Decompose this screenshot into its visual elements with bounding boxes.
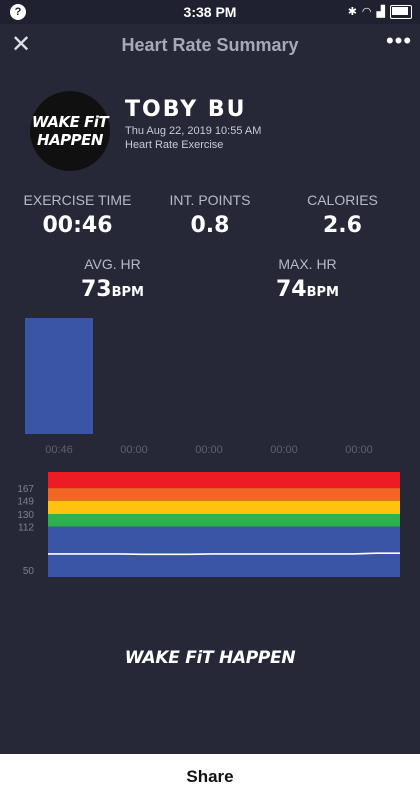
zone-band-1	[48, 488, 400, 501]
exercise-time-stat: EXERCISE TIME 00:46	[15, 192, 140, 238]
avatar: WAKE FiT HAPPEN	[30, 91, 110, 171]
max-hr-value-row: 74BPM	[255, 277, 360, 302]
signal-icon: ▟	[376, 6, 385, 18]
exercise-time-value: 00:46	[42, 213, 113, 238]
max-hr-stat: MAX. HR 74BPM	[255, 256, 360, 302]
zone-band-3	[48, 514, 400, 527]
status-time: 3:38 PM	[183, 4, 237, 20]
avatar-logo-line1: WAKE FiT	[31, 113, 109, 131]
avatar-logo-line2: HAPPEN	[37, 131, 103, 149]
zone-band-0	[48, 472, 400, 489]
calories-label: CALORIES	[307, 192, 378, 208]
avg-hr-unit: BPM	[111, 285, 144, 300]
time-bar-chart: 00:46 00:00 00:00 00:00 00:00	[25, 318, 373, 456]
notification-icon: ?	[10, 4, 26, 20]
bar-tick-label-2: 00:00	[195, 444, 223, 456]
user-name: TOBY BU	[125, 97, 247, 122]
session-type: Heart Rate Exercise	[125, 139, 224, 151]
calories-stat: CALORIES 2.6	[285, 192, 400, 238]
calories-value: 2.6	[323, 213, 362, 238]
bar-0	[25, 318, 93, 434]
session-date: Thu Aug 22, 2019 10:55 AM	[125, 125, 262, 137]
zone-tick-label-4: 50	[23, 566, 35, 577]
int-points-stat: INT. POINTS 0.8	[150, 192, 270, 238]
heart-rate-line	[48, 552, 400, 556]
avg-hr-label: AVG. HR	[84, 256, 141, 272]
exercise-time-label: EXERCISE TIME	[23, 192, 132, 208]
zone-band-4	[48, 526, 400, 577]
int-points-label: INT. POINTS	[169, 192, 251, 208]
app-bar: ✕ Heart Rate Summary •••	[0, 24, 420, 66]
max-hr-value: 74	[276, 277, 307, 302]
battery-icon	[390, 5, 412, 19]
bar-tick-label-4: 00:00	[345, 444, 373, 456]
more-options-icon[interactable]: •••	[385, 28, 413, 53]
max-hr-label: MAX. HR	[278, 256, 337, 272]
footer-logo: WAKE FiT HAPPEN	[124, 648, 296, 668]
bar-tick-label-3: 00:00	[270, 444, 298, 456]
bluetooth-icon: ✱	[347, 6, 357, 18]
zone-tick-label-1: 149	[17, 497, 34, 508]
max-hr-unit: BPM	[306, 285, 339, 300]
page-title: Heart Rate Summary	[121, 35, 299, 55]
heart-rate-zone-chart: 167 149 130 112 50	[17, 472, 400, 577]
wifi-icon: ◠	[361, 6, 372, 18]
avg-hr-stat: AVG. HR 73BPM	[60, 256, 165, 302]
share-button[interactable]: Share	[0, 754, 420, 800]
status-bar: ? 3:38 PM ✱ ◠ ▟	[0, 0, 420, 24]
zone-band-2	[48, 500, 400, 514]
zone-tick-label-0: 167	[17, 484, 34, 495]
bar-tick-label-0: 00:46	[45, 444, 73, 456]
status-icons: ✱ ◠ ▟	[348, 4, 412, 20]
bar-tick-label-1: 00:00	[120, 444, 148, 456]
close-icon[interactable]: ✕	[10, 31, 32, 58]
int-points-value: 0.8	[190, 213, 230, 238]
zone-tick-label-3: 112	[18, 523, 34, 534]
avg-hr-value: 73	[81, 277, 112, 302]
zone-tick-label-2: 130	[17, 510, 34, 521]
avg-hr-value-row: 73BPM	[60, 277, 165, 302]
